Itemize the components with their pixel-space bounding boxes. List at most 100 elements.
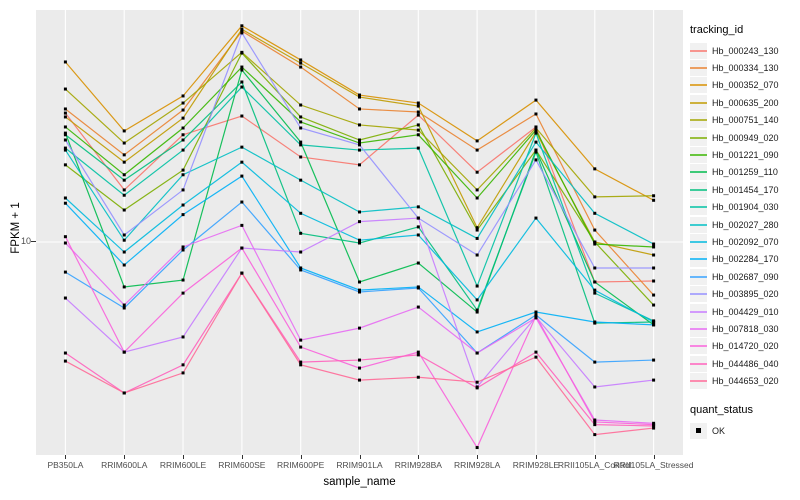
data-point-marker — [358, 163, 361, 167]
data-point-marker — [652, 253, 656, 257]
data-point-marker — [534, 126, 538, 130]
data-point-marker — [299, 126, 303, 130]
data-point-marker — [358, 288, 361, 292]
data-point-marker — [475, 236, 479, 240]
legend-key — [690, 373, 707, 390]
data-point-marker — [63, 201, 67, 205]
legend-key-line-icon — [690, 206, 707, 209]
data-point-marker — [63, 196, 67, 200]
data-point-marker — [475, 380, 479, 384]
data-point-marker — [181, 116, 185, 120]
data-point-marker — [181, 213, 185, 217]
data-point-marker — [475, 253, 479, 257]
data-point-marker — [593, 280, 597, 284]
data-point-marker — [63, 131, 67, 135]
legend-item-Hb_000949_020: Hb_000949_020 — [690, 129, 800, 146]
data-point-marker — [122, 141, 126, 145]
x-tick-mark — [477, 455, 479, 459]
data-point-marker — [416, 113, 420, 117]
data-point-marker — [122, 350, 126, 354]
data-point-marker — [534, 350, 538, 354]
data-point-marker — [181, 168, 185, 172]
data-point-marker — [181, 138, 185, 142]
data-point-marker — [299, 250, 303, 254]
data-point-marker — [181, 371, 185, 375]
data-point-marker — [416, 101, 420, 105]
data-point-marker — [593, 433, 597, 437]
legend-key-line-icon — [690, 67, 707, 70]
data-point-marker — [181, 173, 185, 177]
data-point-marker — [358, 238, 361, 242]
x-tick-mark — [300, 455, 302, 459]
legend-key-line-icon — [690, 136, 707, 139]
data-point-marker — [593, 266, 597, 270]
data-point-marker — [475, 310, 479, 314]
data-point-marker — [534, 148, 538, 152]
x-tick-label-RRIM600LE: RRIM600LE — [159, 460, 207, 470]
legend-key-line-icon — [690, 154, 707, 157]
data-point-marker — [416, 216, 420, 220]
legend-item-label: Hb_044653_020 — [712, 376, 779, 387]
data-point-marker — [358, 143, 361, 147]
data-point-marker — [593, 167, 597, 171]
x-tick-label-RRIM600SE: RRIM600SE — [218, 460, 266, 470]
legend-item-Hb_002687_090: Hb_002687_090 — [690, 268, 800, 285]
data-point-marker — [652, 245, 656, 249]
data-point-marker — [534, 158, 538, 162]
y-tick-mark — [31, 241, 36, 242]
legend-key-line-icon — [690, 362, 707, 365]
legend-key-line-icon — [690, 84, 707, 87]
legend-item-label: Hb_007818_030 — [712, 323, 779, 334]
legend-item-label: Hb_002687_090 — [712, 271, 779, 282]
data-point-marker — [652, 198, 656, 202]
data-point-marker — [63, 241, 67, 245]
legend-item-Hb_001454_170: Hb_001454_170 — [690, 181, 800, 198]
data-point-marker — [593, 211, 597, 215]
data-point-marker — [122, 233, 126, 237]
data-point-marker — [299, 120, 303, 124]
data-point-marker — [593, 360, 597, 364]
data-point-marker — [416, 353, 420, 357]
x-tick-mark — [124, 455, 126, 459]
data-point-marker — [416, 104, 420, 108]
data-point-marker — [593, 242, 597, 246]
data-point-marker — [240, 27, 244, 31]
y-tick-label: 10 — [20, 236, 31, 246]
data-point-marker — [122, 160, 126, 164]
data-point-marker — [358, 220, 361, 224]
data-point-marker — [358, 210, 361, 214]
legend-key — [690, 77, 707, 94]
data-point-marker — [416, 146, 420, 150]
data-point-marker — [593, 228, 597, 232]
legend-item-Hb_000352_070: Hb_000352_070 — [690, 77, 800, 94]
data-point-marker — [534, 112, 538, 116]
data-point-marker — [240, 114, 244, 118]
legend-key-line-icon — [690, 310, 707, 313]
data-point-marker — [240, 160, 244, 164]
data-point-marker — [299, 178, 303, 182]
data-point-marker — [122, 250, 126, 254]
x-tick-mark — [359, 455, 361, 459]
data-point-marker — [358, 366, 361, 370]
data-point-marker — [181, 188, 185, 192]
data-point-marker — [475, 139, 479, 143]
data-point-marker — [358, 290, 361, 294]
legend-item-Hb_007818_030: Hb_007818_030 — [690, 320, 800, 337]
data-point-marker — [240, 246, 244, 250]
x-tick-label-RRIM600LA: RRIM600LA — [101, 460, 148, 470]
x-tick-mark — [653, 455, 655, 459]
plot-panel — [36, 10, 683, 455]
data-point-marker — [475, 386, 479, 390]
data-point-marker — [299, 360, 303, 364]
legend-key — [690, 286, 707, 303]
legend-item-label: Hb_002284_170 — [712, 254, 779, 265]
data-point-marker — [181, 248, 185, 252]
x-tick-label-RRIM600PE: RRIM600PE — [277, 460, 325, 470]
x-tick-label-RRIM901LA: RRIM901LA — [336, 460, 383, 470]
legend-item-label: Hb_000949_020 — [712, 132, 779, 143]
legend-key — [690, 129, 707, 146]
data-point-marker — [475, 196, 479, 200]
data-point-marker — [299, 65, 303, 69]
data-point-marker — [181, 148, 185, 152]
data-point-marker — [122, 153, 126, 157]
